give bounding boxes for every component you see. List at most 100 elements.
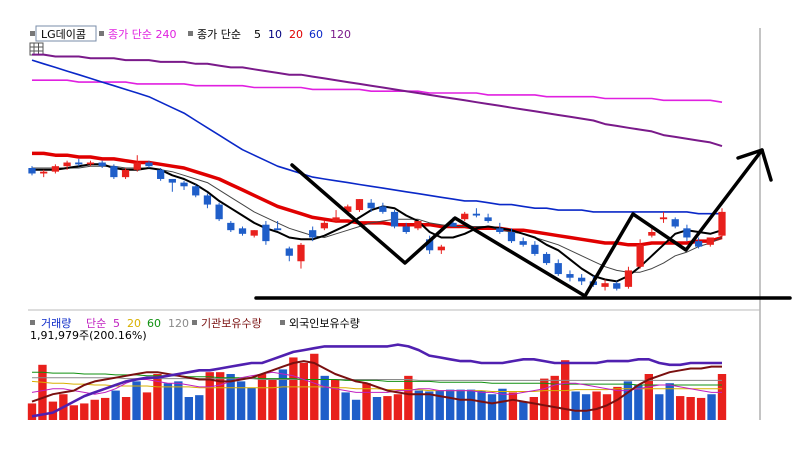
volume-bar	[592, 391, 600, 420]
volume-bar	[185, 397, 193, 420]
candle	[332, 210, 339, 223]
candle	[660, 212, 667, 223]
candle	[204, 194, 211, 209]
candle	[496, 223, 503, 234]
volume-bar	[404, 376, 412, 420]
candle	[520, 237, 527, 246]
candle	[543, 252, 550, 265]
trend-annotation	[256, 150, 790, 298]
candle	[391, 210, 398, 228]
ma120-line	[32, 55, 722, 147]
volume-bar	[571, 391, 579, 420]
volume-bar	[300, 363, 308, 420]
volume-bar	[143, 392, 151, 420]
candle	[110, 164, 117, 179]
volume-bar	[289, 357, 297, 420]
candle	[286, 247, 293, 262]
volume-bar	[697, 398, 705, 420]
volume-bar	[676, 396, 684, 420]
volume-bar	[91, 400, 99, 420]
ma60-legend: 60	[309, 28, 323, 41]
candle	[473, 208, 480, 217]
candle	[52, 164, 59, 173]
candle	[251, 230, 258, 237]
candle	[239, 227, 246, 236]
volume-bar	[634, 385, 642, 420]
volume-bar	[258, 374, 266, 420]
volume-bar	[477, 391, 485, 420]
candle	[227, 221, 234, 232]
candle	[321, 221, 328, 230]
ma10-line	[32, 166, 722, 272]
volume-bar	[551, 376, 559, 420]
volume-bar	[80, 403, 88, 420]
candle	[157, 168, 164, 181]
candle	[672, 217, 679, 228]
volume-bar	[164, 383, 172, 420]
candle	[192, 184, 199, 197]
volume-bar	[383, 396, 391, 420]
candle	[613, 281, 620, 290]
candle	[414, 221, 421, 230]
volume-bar	[613, 387, 621, 420]
candle	[40, 170, 47, 177]
volume-bar	[425, 391, 433, 420]
volume-bar	[373, 397, 381, 420]
volume-bar	[216, 372, 224, 420]
volume-bar	[101, 398, 109, 420]
candle	[484, 214, 491, 223]
candle	[379, 203, 386, 214]
candle	[707, 237, 714, 246]
stock-name-label: LG데이콤	[41, 28, 86, 41]
candle	[215, 203, 222, 221]
volume-legend: 거래량 단순 5 20 60 120 기관보유수량 외국인보유수량 1,91,9…	[30, 317, 360, 342]
volume-bar	[28, 403, 36, 420]
ma10-legend: 10	[268, 28, 282, 41]
candle	[297, 243, 304, 269]
foreign-legend: 외국인보유수량	[289, 317, 360, 330]
ma-short-legend: 종가 단순	[197, 28, 241, 41]
volume-bar	[686, 397, 694, 420]
ma240-legend: 종가 단순 240	[108, 28, 176, 41]
price-legend: LG데이콤 종가 단순 240 종가 단순 5 10 20 60 120	[30, 26, 351, 41]
candle	[531, 241, 538, 256]
candle	[274, 221, 281, 230]
volume-bar	[352, 400, 360, 420]
candle	[683, 225, 690, 241]
grid-icon[interactable]	[30, 43, 43, 55]
ma240-line	[32, 80, 722, 102]
volume-bar	[237, 381, 245, 420]
candle	[356, 199, 363, 212]
candle	[134, 155, 141, 171]
candle	[180, 181, 187, 190]
volume-bar	[624, 381, 632, 420]
volume-bar	[247, 388, 255, 420]
volume-bar	[530, 397, 538, 420]
ma20-legend: 20	[289, 28, 303, 41]
volume-bar	[707, 394, 715, 420]
ma120-legend: 120	[330, 28, 351, 41]
candle	[601, 280, 608, 291]
vol-ma120-legend: 120	[168, 317, 189, 330]
volume-bar	[321, 376, 329, 420]
volume-bar	[111, 391, 119, 420]
volume-bar	[132, 381, 140, 420]
volume-bar	[122, 397, 130, 420]
candle	[578, 274, 585, 285]
candle	[438, 245, 445, 254]
candle	[169, 179, 176, 192]
candle	[99, 161, 106, 168]
institution-legend: 기관보유수량	[201, 317, 262, 330]
volume-bar	[655, 394, 663, 420]
price-panel	[28, 55, 725, 291]
volume-bar	[519, 402, 527, 420]
candle	[625, 267, 632, 289]
volume-bar	[488, 394, 496, 420]
volume-bar	[509, 392, 517, 420]
candle	[461, 212, 468, 221]
volume-bar	[446, 390, 454, 420]
volume-bar	[38, 365, 46, 420]
vol-ma60-legend: 60	[147, 317, 161, 330]
volume-panel	[28, 345, 726, 420]
